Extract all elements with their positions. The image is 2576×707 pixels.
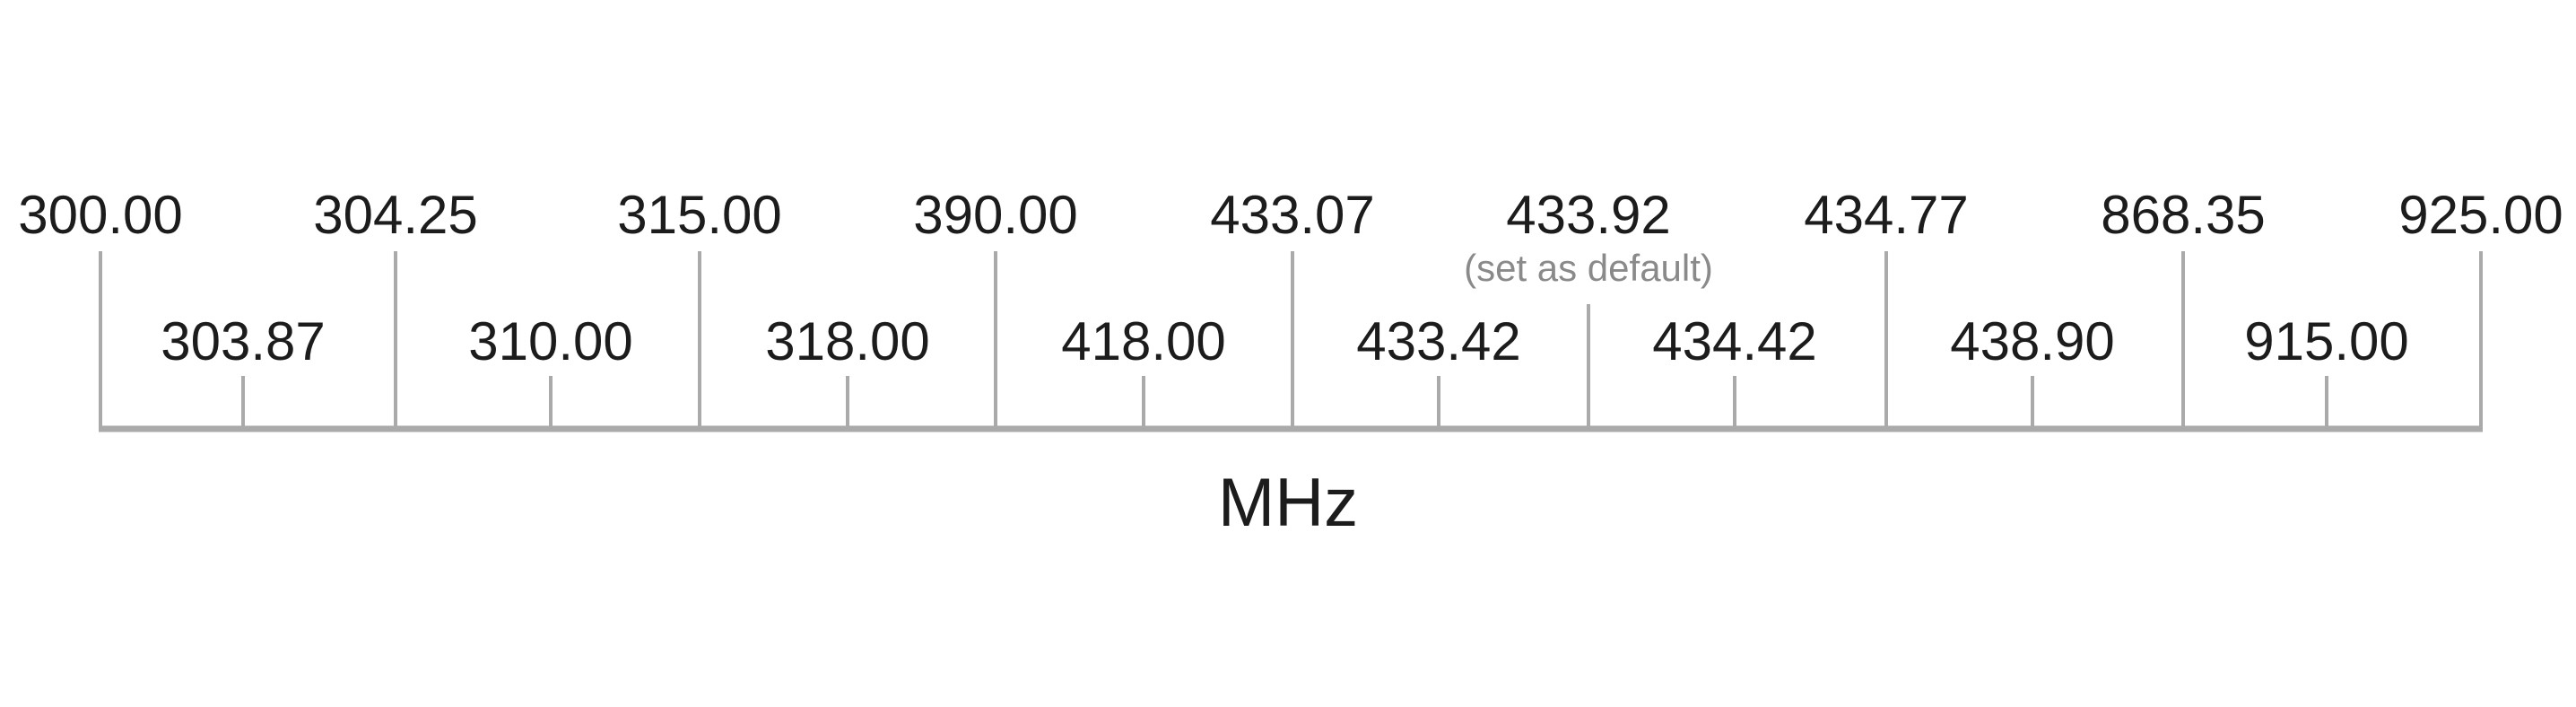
default-note: (set as default) bbox=[1464, 247, 1713, 289]
major-tick-label: 300.00 bbox=[18, 185, 183, 245]
minor-tick-label: 310.00 bbox=[468, 311, 633, 371]
minor-tick-label: 438.90 bbox=[1950, 311, 2115, 371]
minor-tick-label: 915.00 bbox=[2244, 311, 2409, 371]
major-tick-label: 868.35 bbox=[2101, 185, 2266, 245]
major-tick-label: 434.77 bbox=[1804, 185, 1969, 245]
unit-label: MHz bbox=[1218, 465, 1358, 541]
major-tick-label: 925.00 bbox=[2398, 185, 2563, 245]
major-tick-label: 315.00 bbox=[617, 185, 782, 245]
minor-tick-label: 318.00 bbox=[765, 311, 930, 371]
minor-tick-label: 433.42 bbox=[1356, 311, 1521, 371]
major-tick-label: 433.07 bbox=[1210, 185, 1375, 245]
minor-tick-label: 418.00 bbox=[1061, 311, 1226, 371]
minor-tick-label: 434.42 bbox=[1652, 311, 1817, 371]
major-tick-label: 304.25 bbox=[313, 185, 478, 245]
minor-tick-label: 303.87 bbox=[161, 311, 326, 371]
major-tick-label: 390.00 bbox=[913, 185, 1078, 245]
major-tick-label: 433.92 bbox=[1506, 185, 1671, 245]
